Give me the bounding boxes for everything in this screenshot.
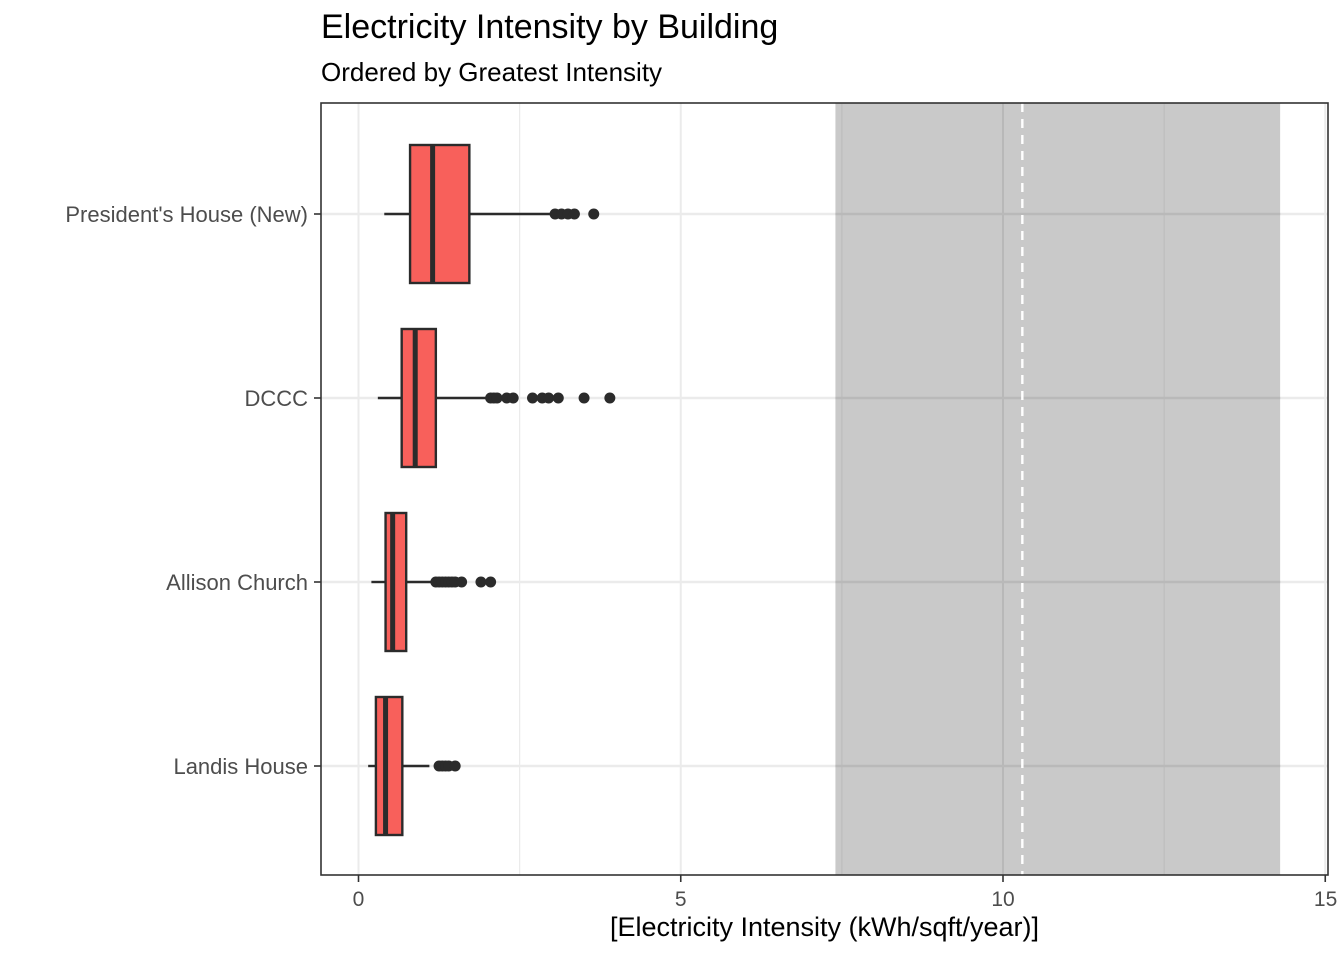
chart-title: Electricity Intensity by Building: [321, 8, 779, 46]
box-iqr: [400, 327, 438, 469]
reference-band-layer: [835, 103, 1281, 875]
outlier-point: [527, 392, 539, 404]
outlier-point: [568, 208, 580, 220]
outlier-point: [491, 392, 503, 404]
x-axis-label: [Electricity Intensity (kWh/sqft/year)]: [609, 912, 1040, 942]
outlier-point: [604, 392, 616, 404]
boxplot-2: [371, 511, 497, 653]
boxplot-3: [368, 695, 461, 837]
outlier-point: [588, 208, 600, 220]
outlier-point: [552, 392, 564, 404]
outlier-point: [543, 392, 555, 404]
boxplot-layer: [368, 143, 616, 837]
outlier-point: [578, 392, 590, 404]
reference-band: [835, 103, 1281, 875]
outlier-point: [475, 576, 487, 588]
chart-subtitle: Ordered by Greatest Intensity: [321, 57, 663, 87]
boxplot-1: [377, 327, 616, 469]
panel-border: [320, 102, 1329, 876]
outlier-point: [449, 760, 461, 772]
y-tick-label: President's House (New): [65, 202, 308, 227]
y-tick-label: Allison Church: [166, 570, 308, 595]
outlier-point: [485, 576, 497, 588]
outlier-point: [456, 576, 468, 588]
y-tick-label: DCCC: [244, 386, 308, 411]
x-tick-label: 15: [1314, 888, 1337, 911]
boxplot-0: [384, 143, 600, 285]
axis-layer: President's House (New) DCCC Allison Churc…: [65, 102, 1337, 911]
x-tick-label: 5: [675, 888, 687, 911]
box-iqr: [374, 695, 404, 837]
y-tick-label: Landis House: [173, 754, 308, 779]
x-tick-label: 0: [353, 888, 365, 911]
outlier-point: [507, 392, 519, 404]
x-tick-label: 10: [991, 888, 1014, 911]
box-iqr: [384, 511, 408, 653]
box-iqr: [408, 143, 471, 285]
